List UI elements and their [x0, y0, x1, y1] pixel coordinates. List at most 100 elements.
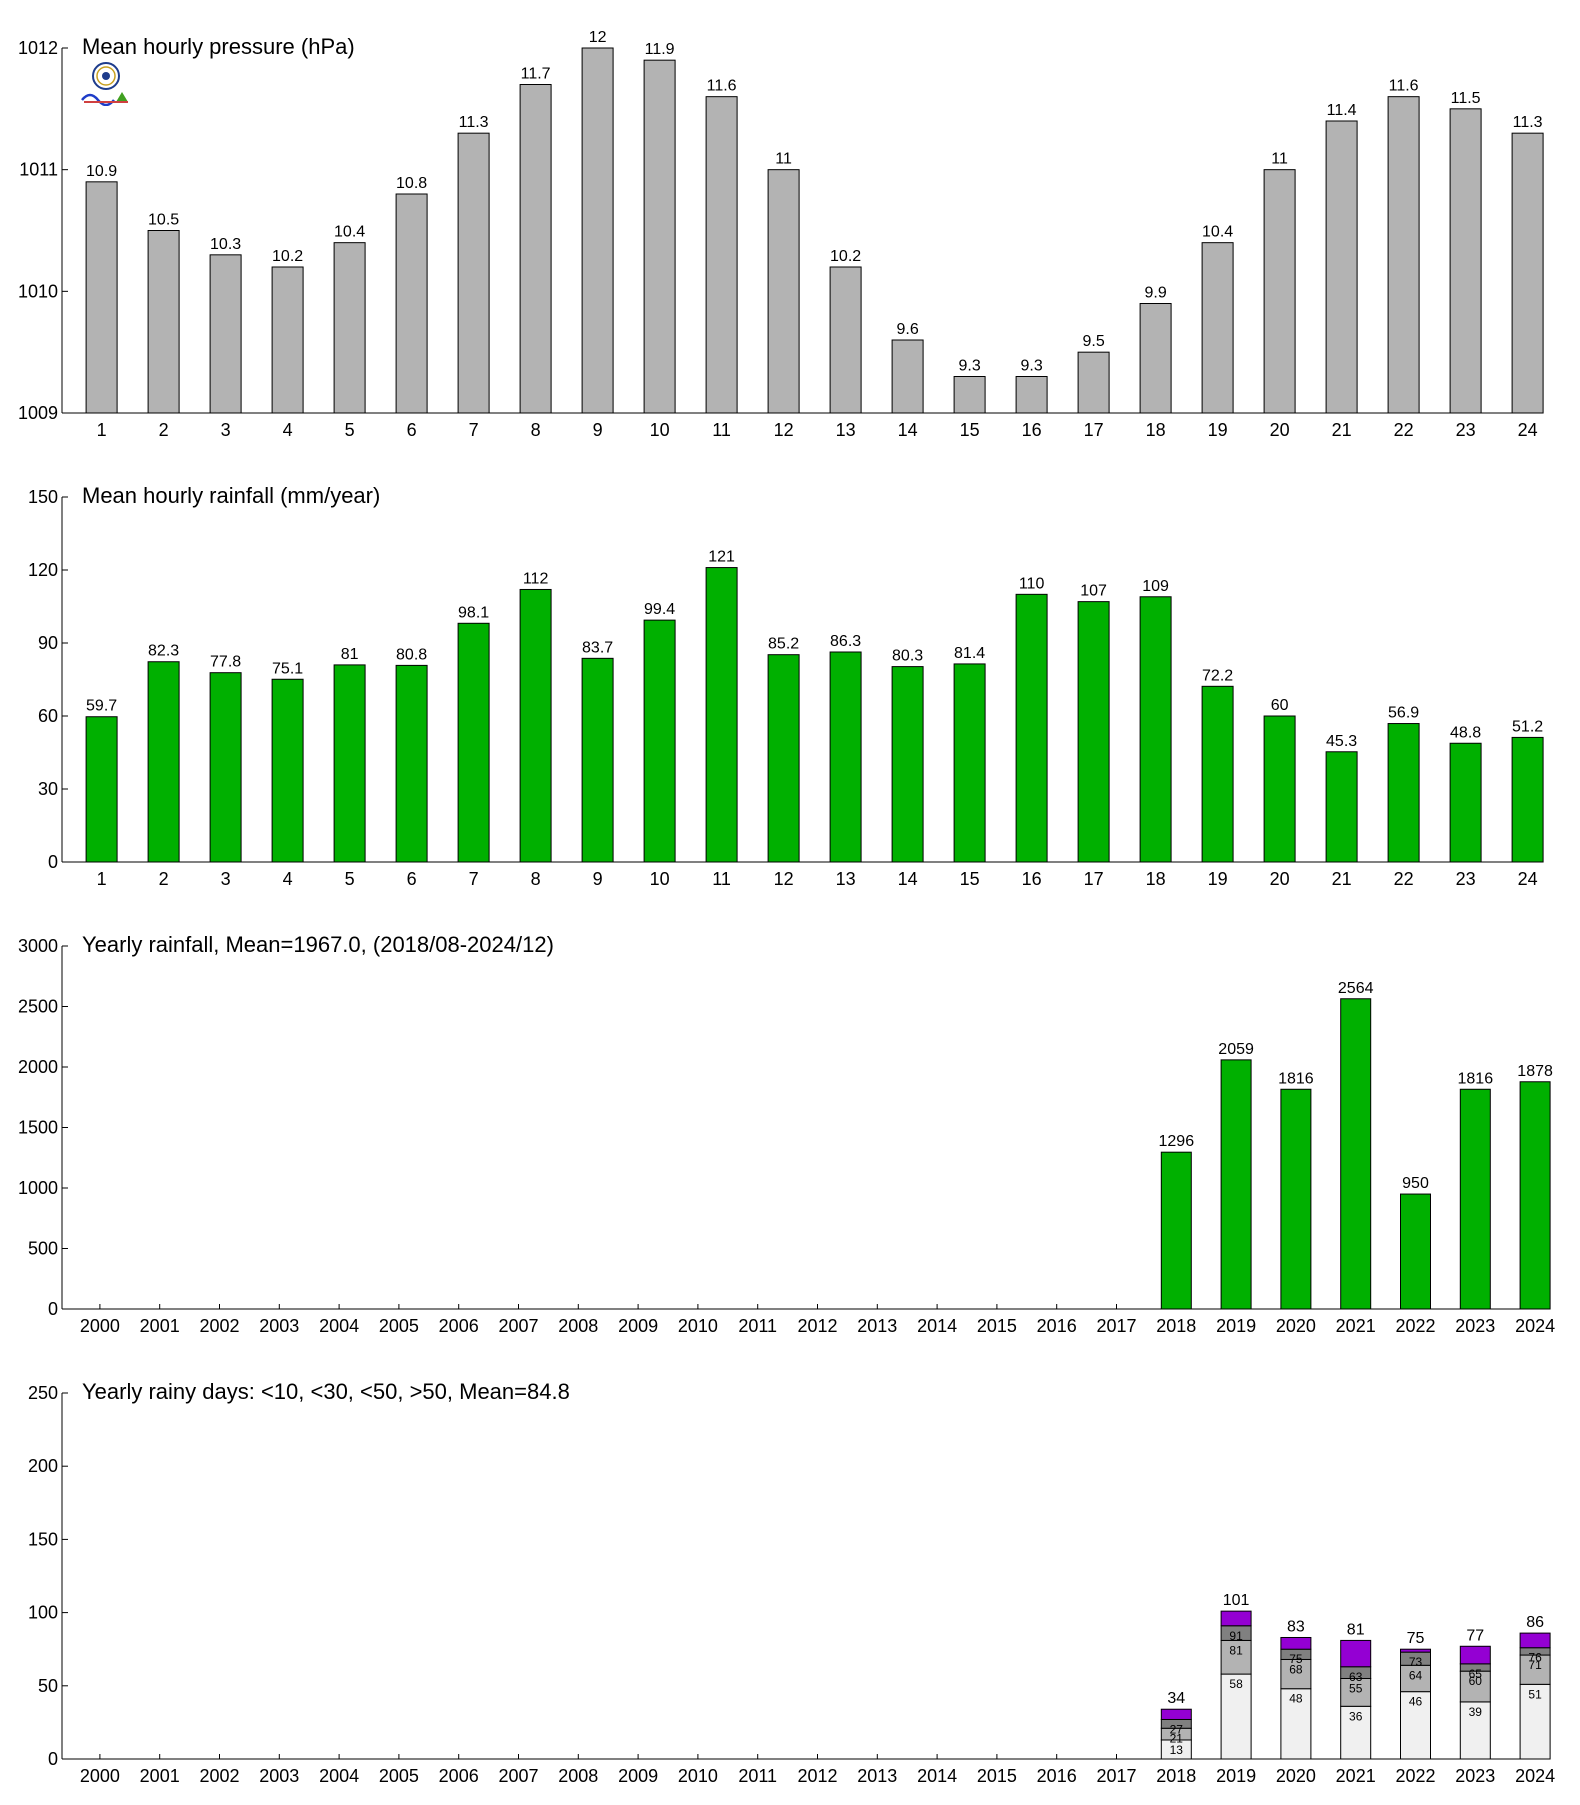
chart-panel-1: Mean hourly pressure (hPa)10091010101110… — [18, 29, 1544, 440]
bar-value-label: 11.6 — [707, 78, 737, 95]
x-tick-label: 4 — [283, 420, 293, 440]
x-tick-label: 2008 — [558, 1316, 598, 1336]
total-label: 83 — [1287, 1618, 1305, 1635]
chart-panel-2: Mean hourly rainfall (mm/year)0306090120… — [28, 483, 1544, 889]
bar-value-label: 9.9 — [1144, 285, 1166, 302]
bar-value-label: 75.1 — [272, 660, 303, 677]
bar-value-label: 1296 — [1159, 1133, 1195, 1150]
segment-label-lt30: 81 — [1229, 1643, 1243, 1657]
bar-value-label: 109 — [1142, 578, 1169, 595]
x-tick-label: 14 — [898, 869, 918, 889]
segment-label-lt50: 73 — [1409, 1655, 1423, 1669]
bar — [953, 376, 986, 414]
x-tick-label: 2013 — [857, 1316, 897, 1336]
bar — [643, 59, 676, 414]
bar — [1511, 132, 1544, 414]
y-tick-label: 0 — [48, 1299, 58, 1319]
y-tick-label: 90 — [38, 633, 58, 653]
x-tick-label: 2012 — [797, 1316, 837, 1336]
x-tick-label: 24 — [1518, 869, 1538, 889]
bar — [829, 651, 862, 863]
bar — [1139, 303, 1172, 414]
bar-value-label: 11.5 — [1451, 90, 1481, 107]
x-tick-label: 20 — [1270, 420, 1290, 440]
bar — [581, 47, 614, 414]
segment-label-lt50: 63 — [1349, 1670, 1363, 1684]
x-tick-label: 2007 — [498, 1766, 538, 1786]
bar-value-label: 51.2 — [1512, 718, 1543, 735]
bar — [1263, 715, 1296, 863]
x-tick-label: 9 — [593, 420, 603, 440]
segment-label-lt50: 91 — [1229, 1629, 1243, 1643]
x-tick-label: 22 — [1394, 869, 1414, 889]
x-tick-label: 2021 — [1336, 1766, 1376, 1786]
x-tick-label: 21 — [1332, 420, 1352, 440]
x-tick-label: 2003 — [259, 1766, 299, 1786]
bar — [1077, 601, 1110, 863]
y-tick-label: 2000 — [18, 1057, 58, 1077]
x-tick-label: 2007 — [498, 1316, 538, 1336]
x-tick-label: 2 — [159, 869, 169, 889]
chart-title: Yearly rainy days: <10, <30, <50, >50, M… — [82, 1379, 570, 1404]
x-tick-label: 2016 — [1037, 1316, 1077, 1336]
bar — [1449, 108, 1482, 414]
x-tick-label: 2022 — [1395, 1766, 1435, 1786]
stack-segment-total — [1220, 1610, 1252, 1627]
bar — [271, 678, 304, 863]
bar-value-label: 1816 — [1278, 1070, 1314, 1087]
stack-segment-total — [1459, 1645, 1491, 1665]
y-tick-label: 60 — [38, 706, 58, 726]
x-tick-label: 2021 — [1336, 1316, 1376, 1336]
bar-value-label: 80.8 — [396, 646, 427, 663]
bar-value-label: 85.2 — [768, 636, 799, 653]
bar — [85, 716, 118, 863]
bar — [147, 230, 180, 414]
bar — [209, 254, 242, 414]
bar — [1160, 1151, 1192, 1310]
y-tick-label: 100 — [28, 1603, 58, 1623]
bar — [1459, 1088, 1491, 1310]
bar-value-label: 10.8 — [396, 175, 427, 192]
segment-label-lt10: 39 — [1469, 1705, 1483, 1719]
x-tick-label: 2002 — [199, 1316, 239, 1336]
x-tick-label: 3 — [221, 420, 231, 440]
x-tick-label: 6 — [407, 420, 417, 440]
y-tick-label: 30 — [38, 779, 58, 799]
segment-label-lt10: 48 — [1289, 1692, 1303, 1706]
x-tick-label: 12 — [774, 869, 794, 889]
x-tick-label: 5 — [345, 869, 355, 889]
stack-segment-total — [1280, 1636, 1312, 1650]
bar — [1325, 751, 1358, 863]
stack-segment-total — [1160, 1708, 1192, 1720]
bar-value-label: 10.4 — [1202, 224, 1233, 241]
x-tick-label: 10 — [650, 420, 670, 440]
bar-value-label: 2564 — [1338, 980, 1374, 997]
bar — [705, 96, 738, 414]
bar-value-label: 9.5 — [1082, 333, 1104, 350]
bar — [333, 664, 366, 863]
segment-label-lt10: 58 — [1229, 1677, 1243, 1691]
x-tick-label: 2003 — [259, 1316, 299, 1336]
bar — [1325, 120, 1358, 414]
stack-segment-lt30 — [1220, 1639, 1252, 1675]
bar — [85, 181, 118, 414]
y-tick-label: 1009 — [18, 403, 58, 423]
y-tick-label: 1012 — [18, 38, 58, 58]
segment-label-lt50: 76 — [1528, 1651, 1542, 1665]
bar-value-label: 82.3 — [148, 643, 179, 660]
bar — [1340, 998, 1372, 1310]
bar-value-label: 10.5 — [148, 212, 179, 229]
x-tick-label: 2009 — [618, 1316, 658, 1336]
bar-value-label: 99.4 — [644, 601, 675, 618]
x-tick-label: 2004 — [319, 1316, 359, 1336]
bar — [767, 169, 800, 414]
x-tick-label: 2011 — [738, 1316, 777, 1336]
segment-label-lt50: 75 — [1289, 1652, 1303, 1666]
x-tick-label: 6 — [407, 869, 417, 889]
stack-segment-lt10 — [1519, 1683, 1551, 1760]
stack-segment-lt10 — [1340, 1705, 1372, 1760]
x-tick-label: 5 — [345, 420, 355, 440]
bar-value-label: 45.3 — [1326, 733, 1357, 750]
stack-segment-lt10 — [1400, 1691, 1431, 1760]
